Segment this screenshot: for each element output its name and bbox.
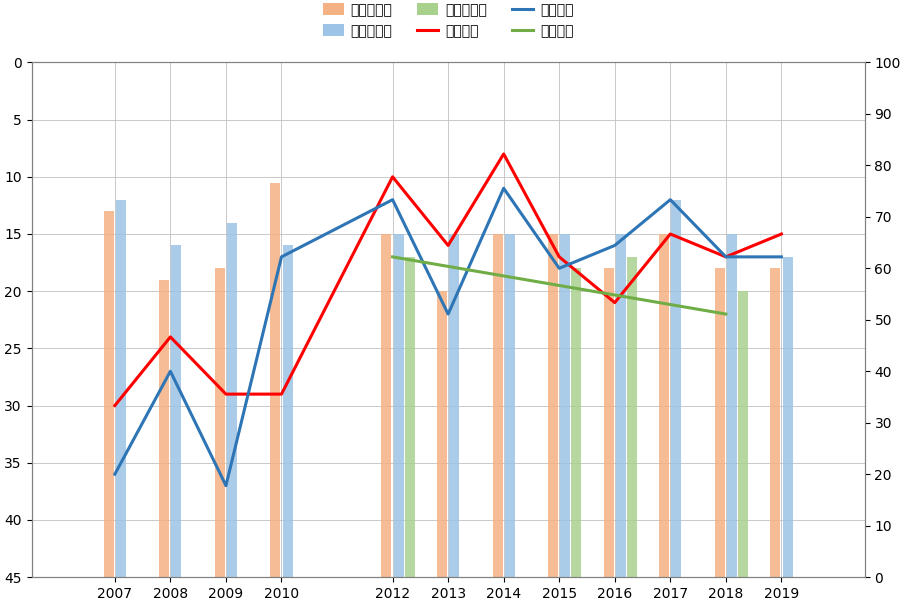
Bar	[171, 246, 182, 577]
Bar	[727, 234, 737, 577]
Bar	[214, 268, 224, 577]
Bar	[227, 223, 237, 577]
Bar	[159, 280, 169, 577]
Bar	[405, 257, 414, 577]
Bar	[271, 183, 281, 577]
Bar	[104, 211, 114, 577]
Bar	[282, 246, 292, 577]
Bar	[492, 234, 502, 577]
Bar	[560, 234, 570, 577]
Bar	[770, 268, 780, 577]
Bar	[382, 234, 392, 577]
Bar	[616, 234, 626, 577]
Bar	[116, 200, 126, 577]
Bar	[738, 291, 748, 577]
Bar	[394, 234, 404, 577]
Bar	[571, 268, 581, 577]
Bar	[659, 234, 669, 577]
Bar	[505, 234, 515, 577]
Bar	[449, 234, 459, 577]
Bar	[604, 268, 614, 577]
Bar	[437, 291, 447, 577]
Legend: 国語正答率, 算数正答率, 理科正答率, 国語順位, 算数順位, 理科順位: 国語正答率, 算数正答率, 理科正答率, 国語順位, 算数順位, 理科順位	[318, 0, 579, 44]
Bar	[783, 257, 793, 577]
Bar	[548, 234, 558, 577]
Bar	[627, 257, 637, 577]
Bar	[672, 200, 681, 577]
Bar	[715, 268, 725, 577]
